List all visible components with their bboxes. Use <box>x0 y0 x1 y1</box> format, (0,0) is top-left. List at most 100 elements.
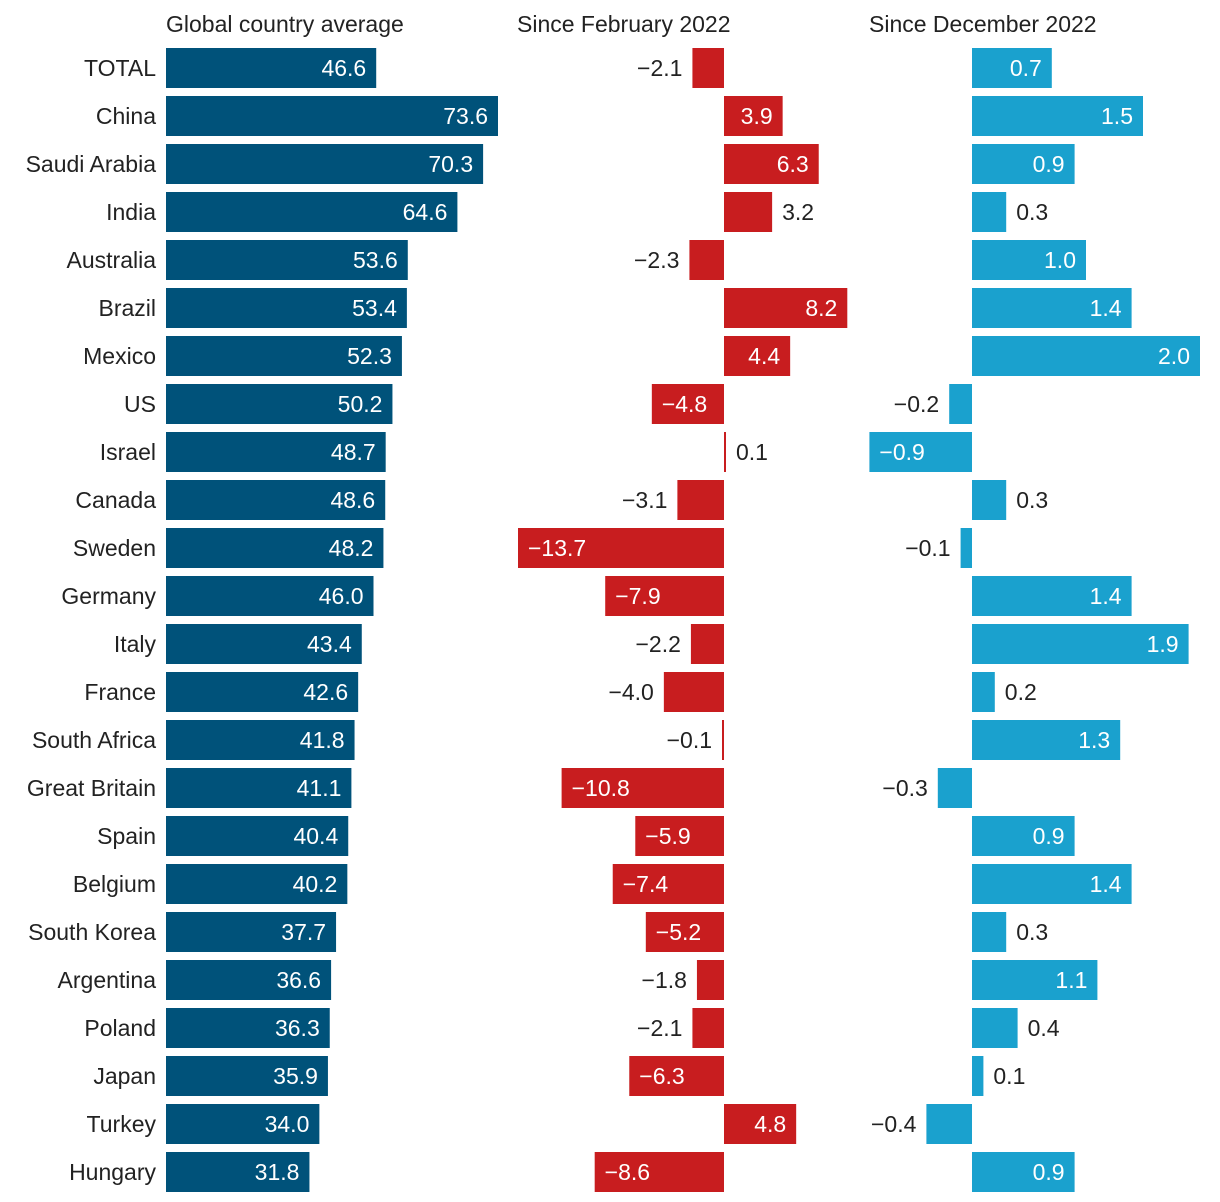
category-label-south-africa: South Africa <box>32 727 156 753</box>
bar-series2-hungary <box>972 1152 1075 1192</box>
value-label-series2-canada: 0.3 <box>1016 487 1048 513</box>
bar-series1-mexico <box>724 336 791 376</box>
value-label-series0-israel: 48.7 <box>331 439 376 465</box>
category-label-hungary: Hungary <box>69 1159 156 1185</box>
value-label-series0-poland: 36.3 <box>275 1015 320 1041</box>
bar-series0-saudi-arabia <box>166 144 484 184</box>
bar-series2-india <box>972 192 1007 232</box>
value-label-series2-spain: 0.9 <box>1033 823 1065 849</box>
bar-series1-italy <box>690 624 724 664</box>
category-label-canada: Canada <box>75 487 156 513</box>
bar-series1-australia <box>689 240 724 280</box>
category-label-us: US <box>124 391 156 417</box>
value-label-series2-israel: −0.9 <box>879 439 924 465</box>
category-label-great-britain: Great Britain <box>27 775 156 801</box>
bar-series2-south-africa <box>972 720 1121 760</box>
value-label-series1-belgium: −7.4 <box>623 871 669 897</box>
value-label-series0-hungary: 31.8 <box>255 1159 300 1185</box>
value-label-series1-canada: −3.1 <box>622 487 667 513</box>
category-label-brazil: Brazil <box>98 295 156 321</box>
value-label-series1-turkey: 4.8 <box>754 1111 786 1137</box>
value-label-series0-germany: 46.0 <box>319 583 364 609</box>
bar-series2-japan <box>972 1056 984 1096</box>
value-label-series0-france: 42.6 <box>303 679 348 705</box>
bar-series2-turkey <box>926 1104 972 1144</box>
bar-series1-argentina <box>696 960 724 1000</box>
value-label-series0-south-korea: 37.7 <box>281 919 326 945</box>
bar-series0-poland <box>166 1008 330 1048</box>
value-label-series1-hungary: −8.6 <box>605 1159 650 1185</box>
bar-series0-brazil <box>166 288 407 328</box>
category-label-india: India <box>106 199 156 225</box>
value-label-series1-south-africa: −0.1 <box>667 727 712 753</box>
bar-series0-argentina <box>166 960 332 1000</box>
value-label-series0-great-britain: 41.1 <box>297 775 342 801</box>
bar-series0-israel <box>166 432 386 472</box>
bar-series1-great-britain <box>561 768 724 808</box>
value-label-series2-india: 0.3 <box>1016 199 1048 225</box>
category-label-belgium: Belgium <box>73 871 156 897</box>
bar-series2-mexico <box>972 336 1200 376</box>
bar-series1-poland <box>692 1008 724 1048</box>
bar-series2-us <box>949 384 972 424</box>
bar-series2-israel <box>869 432 972 472</box>
value-label-series0-india: 64.6 <box>403 199 448 225</box>
bar-series1-israel <box>724 432 726 472</box>
bar-series2-china <box>972 96 1143 136</box>
value-label-series1-france: −4.0 <box>608 679 653 705</box>
panel-title-global-average: Global country average <box>166 11 404 37</box>
bar-series0-japan <box>166 1056 328 1096</box>
value-label-series1-germany: −7.9 <box>615 583 660 609</box>
value-label-series0-argentina: 36.6 <box>276 967 321 993</box>
bar-series0-china <box>166 96 498 136</box>
bar-series1-germany <box>605 576 724 616</box>
bar-series0-australia <box>166 240 408 280</box>
bar-series1-canada <box>677 480 724 520</box>
value-label-series1-poland: −2.1 <box>637 1015 682 1041</box>
bar-series2-poland <box>972 1008 1018 1048</box>
bar-series2-germany <box>972 576 1132 616</box>
bar-series1-sweden <box>518 528 724 568</box>
value-label-series1-great-britain: −10.8 <box>572 775 630 801</box>
value-label-series2-great-britain: −0.3 <box>882 775 927 801</box>
value-label-series1-italy: −2.2 <box>636 631 681 657</box>
value-label-series2-germany: 1.4 <box>1090 583 1122 609</box>
bar-series1-total <box>692 48 724 88</box>
bar-series0-germany <box>166 576 374 616</box>
value-label-series0-sweden: 48.2 <box>329 535 374 561</box>
value-label-series0-belgium: 40.2 <box>293 871 338 897</box>
bar-series0-south-africa <box>166 720 355 760</box>
bar-series0-sweden <box>166 528 384 568</box>
category-label-mexico: Mexico <box>83 343 156 369</box>
category-label-germany: Germany <box>61 583 156 609</box>
value-label-series2-saudi-arabia: 0.9 <box>1033 151 1065 177</box>
value-label-series1-total: −2.1 <box>637 55 682 81</box>
value-label-series2-argentina: 1.1 <box>1055 967 1087 993</box>
value-label-series2-south-africa: 1.3 <box>1078 727 1110 753</box>
category-label-argentina: Argentina <box>58 967 157 993</box>
value-label-series1-brazil: 8.2 <box>805 295 837 321</box>
category-label-australia: Australia <box>67 247 157 273</box>
bar-series2-belgium <box>972 864 1132 904</box>
value-label-series2-poland: 0.4 <box>1028 1015 1060 1041</box>
bar-series2-brazil <box>972 288 1132 328</box>
value-label-series2-france: 0.2 <box>1005 679 1037 705</box>
value-label-series0-south-africa: 41.8 <box>300 727 345 753</box>
value-label-series1-australia: −2.3 <box>634 247 679 273</box>
category-label-spain: Spain <box>97 823 156 849</box>
bar-series2-france <box>972 672 995 712</box>
value-label-series0-china: 73.6 <box>443 103 488 129</box>
value-label-series2-us: −0.2 <box>894 391 939 417</box>
value-label-series0-saudi-arabia: 70.3 <box>428 151 473 177</box>
value-label-series1-israel: 0.1 <box>736 439 768 465</box>
value-label-series1-sweden: −13.7 <box>528 535 586 561</box>
bar-series1-china <box>724 96 783 136</box>
value-label-series0-us: 50.2 <box>338 391 383 417</box>
value-label-series0-japan: 35.9 <box>273 1063 318 1089</box>
bar-series1-us <box>651 384 724 424</box>
value-label-series1-us: −4.8 <box>662 391 707 417</box>
category-label-total: TOTAL <box>84 55 156 81</box>
bar-series2-australia <box>972 240 1086 280</box>
bar-series2-south-korea <box>972 912 1007 952</box>
bar-series1-spain <box>635 816 724 856</box>
